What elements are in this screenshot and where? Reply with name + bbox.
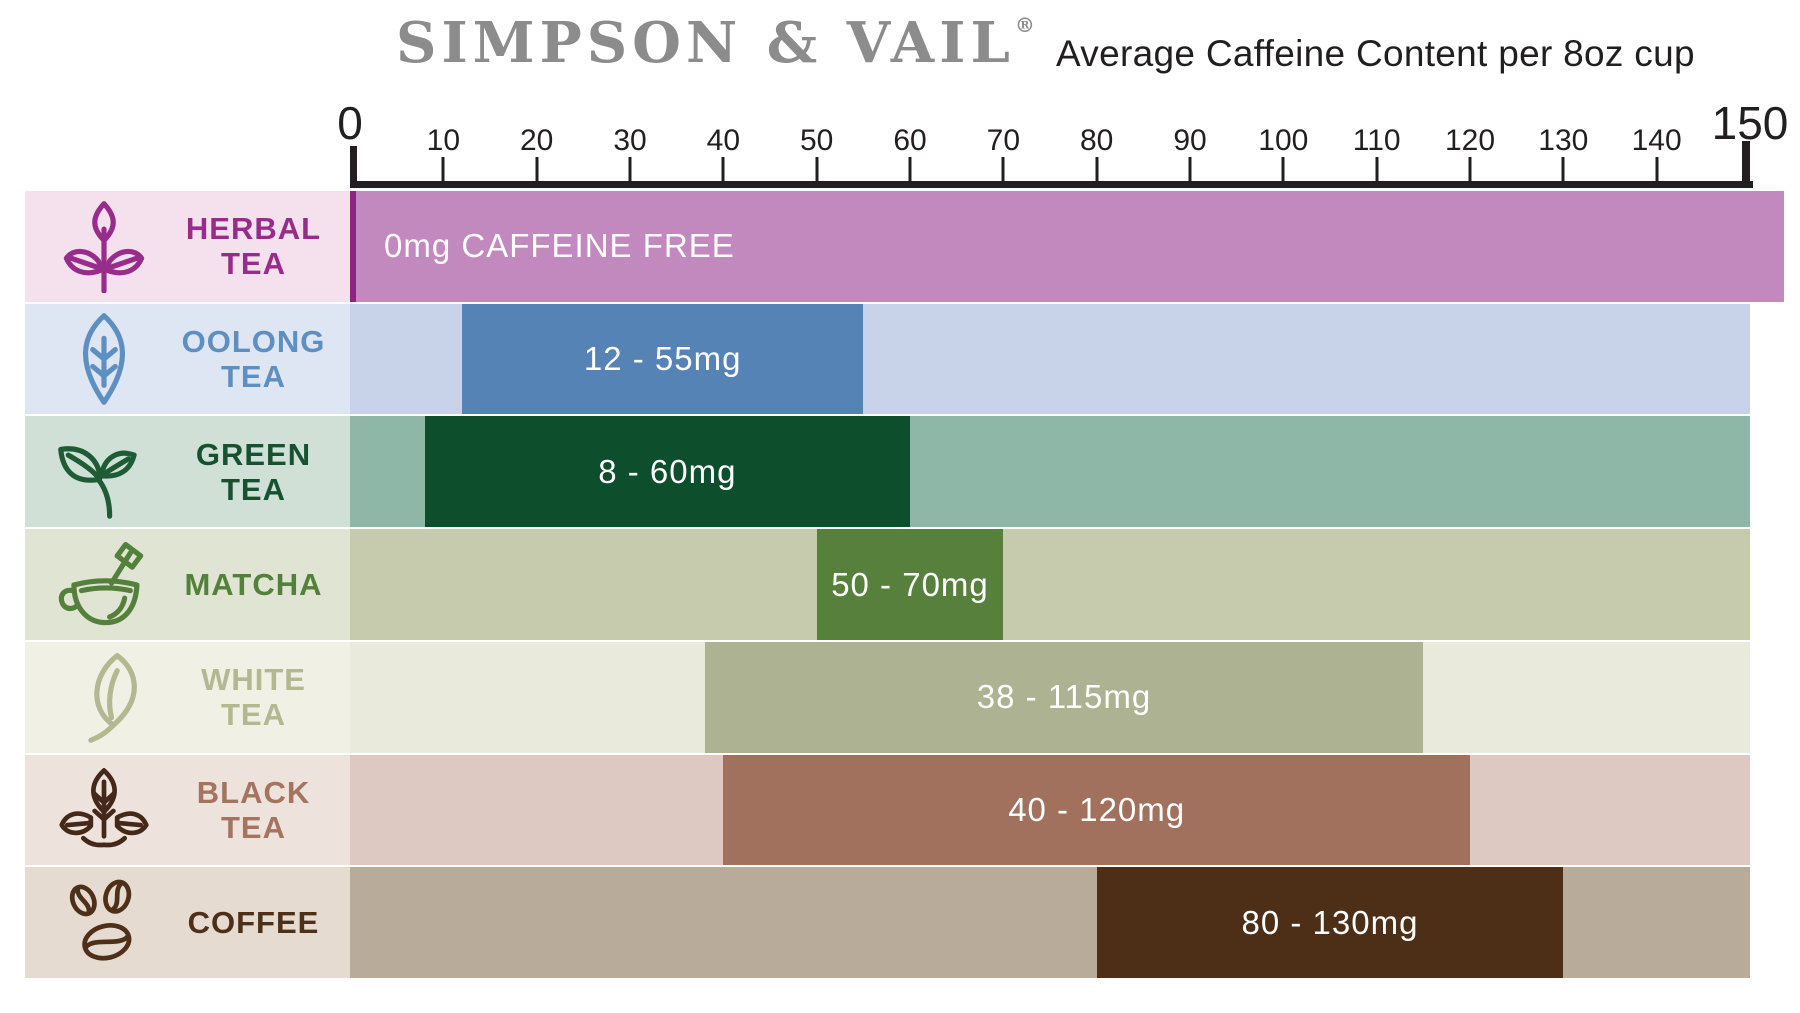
track-matcha: 50 - 70mg <box>350 529 1750 640</box>
axis-tick-label-0: 0 <box>337 97 363 149</box>
black-tea-icon <box>43 763 165 857</box>
x-axis-line <box>350 181 1753 188</box>
axis-tick-120 <box>1468 157 1472 183</box>
tea-name-black: BLACK TEA <box>196 774 311 845</box>
axis-tick-label-10: 10 <box>426 124 461 157</box>
bar-value-coffee: 80 - 130mg <box>1241 903 1419 941</box>
axis-tick-100 <box>1281 157 1285 183</box>
row-green-tea: GREEN TEA 8 - 60mg <box>25 414 1750 528</box>
chart-title: Average Caffeine Content per 8oz cup <box>1056 33 1695 74</box>
axis-tick-label-150: 150 <box>1711 97 1789 149</box>
track-herbal-tea: 0mg CAFFEINE FREE <box>350 191 1784 302</box>
axis-tick-label-50: 50 <box>799 124 834 157</box>
bar-value-herbal: 0mg CAFFEINE FREE <box>384 227 735 265</box>
bar-oolong-tea: 12 - 55mg <box>462 303 864 415</box>
tea-name-coffee: COFFEE <box>187 905 320 941</box>
axis-tick-50 <box>815 157 819 183</box>
oolong-tea-icon <box>43 312 165 406</box>
axis-tick-label-140: 140 <box>1631 124 1682 157</box>
matcha-bowl-icon <box>43 538 165 632</box>
row-label-green-tea: GREEN TEA <box>25 416 350 528</box>
bar-matcha: 50 - 70mg <box>816 529 1004 640</box>
axis-tick-70 <box>1001 157 1005 183</box>
zero-baseline <box>350 191 356 302</box>
track-white-tea: 38 - 115mg <box>350 641 1750 753</box>
axis-tick-label-120: 120 <box>1444 124 1496 157</box>
axis-tick-140 <box>1655 157 1659 183</box>
row-label-herbal-tea: HERBAL TEA <box>25 191 350 302</box>
axis-tick-label-80: 80 <box>1079 124 1114 157</box>
axis-tick-label-20: 20 <box>519 124 554 157</box>
track-oolong-tea: 12 - 55mg <box>350 303 1750 415</box>
axis-tick-80 <box>1095 157 1099 183</box>
row-black-tea: BLACK TEA 40 - 120mg <box>25 752 1750 866</box>
axis-tick-20 <box>535 157 539 183</box>
chart-rows: HERBAL TEA 0mg CAFFEINE FREE OOLONG TEA <box>25 191 1784 979</box>
row-herbal-tea: HERBAL TEA 0mg CAFFEINE FREE <box>25 191 1784 302</box>
tea-name-herbal: HERBAL TEA <box>185 211 322 282</box>
row-label-white-tea: WHITE TEA <box>25 641 350 753</box>
bar-value-green: 8 - 60mg <box>598 452 737 490</box>
track-black-tea: 40 - 120mg <box>350 754 1750 866</box>
axis-tick-label-60: 60 <box>893 124 927 157</box>
axis-tick-label-110: 110 <box>1352 124 1401 157</box>
axis-tick-60 <box>908 157 912 183</box>
row-label-matcha: MATCHA <box>25 529 350 640</box>
axis-tick-label-130: 130 <box>1538 124 1589 157</box>
axis-tick-label-30: 30 <box>613 124 647 157</box>
row-label-black-tea: BLACK TEA <box>25 754 350 866</box>
axis-tick-label-100: 100 <box>1258 124 1309 157</box>
registered-trademark: ® <box>1014 13 1035 37</box>
bar-value-oolong: 12 - 55mg <box>583 340 742 378</box>
axis-tick-150 <box>1742 141 1750 188</box>
bar-herbal-tea: 0mg CAFFEINE FREE <box>350 191 1784 302</box>
brand-text: SIMPSON & VAIL <box>396 10 1015 76</box>
tea-name-oolong: OOLONG TEA <box>181 324 326 395</box>
axis-tick-label-70: 70 <box>986 124 1021 157</box>
axis-tick-label-40: 40 <box>706 124 741 157</box>
axis-tick-110 <box>1375 157 1379 183</box>
bar-white-tea: 38 - 115mg <box>704 641 1424 753</box>
track-green-tea: 8 - 60mg <box>350 416 1750 528</box>
coffee-beans-icon <box>43 876 165 970</box>
row-white-tea: WHITE TEA 38 - 115mg <box>25 639 1750 753</box>
bar-green-tea: 8 - 60mg <box>424 416 910 528</box>
row-oolong-tea: OOLONG TEA 12 - 55mg <box>25 301 1750 415</box>
white-tea-icon <box>43 650 165 744</box>
row-label-coffee: COFFEE <box>25 867 350 979</box>
track-coffee: 80 - 130mg <box>350 867 1750 979</box>
herbal-tea-icon <box>43 199 165 294</box>
bar-value-black: 40 - 120mg <box>1008 790 1186 828</box>
axis-tick-10 <box>441 157 445 183</box>
axis-tick-0 <box>350 146 357 183</box>
bar-black-tea: 40 - 120mg <box>723 754 1470 866</box>
axis-tick-90 <box>1188 157 1192 183</box>
row-matcha: MATCHA 50 - 70mg <box>25 527 1750 640</box>
bar-coffee: 80 - 130mg <box>1096 867 1564 979</box>
bar-value-white: 38 - 115mg <box>976 678 1152 716</box>
axis-tick-40 <box>721 157 725 183</box>
axis-tick-130 <box>1561 157 1565 183</box>
axis-tick-label-90: 90 <box>1173 124 1207 157</box>
tea-name-white: WHITE TEA <box>201 662 306 733</box>
tea-name-green: GREEN TEA <box>195 436 312 507</box>
brand-logo: SIMPSON & VAIL® <box>396 10 1035 76</box>
tea-name-matcha: MATCHA <box>184 567 323 603</box>
green-tea-icon <box>43 425 165 519</box>
x-axis-ticks: 0 10 20 30 40 50 60 70 80 90 100 110 120 130 140 150 <box>337 97 1788 188</box>
axis-tick-30 <box>628 157 632 183</box>
row-label-oolong-tea: OOLONG TEA <box>25 303 350 415</box>
bar-value-matcha: 50 - 70mg <box>831 565 989 603</box>
row-coffee: COFFEE 80 - 130mg <box>25 865 1750 979</box>
